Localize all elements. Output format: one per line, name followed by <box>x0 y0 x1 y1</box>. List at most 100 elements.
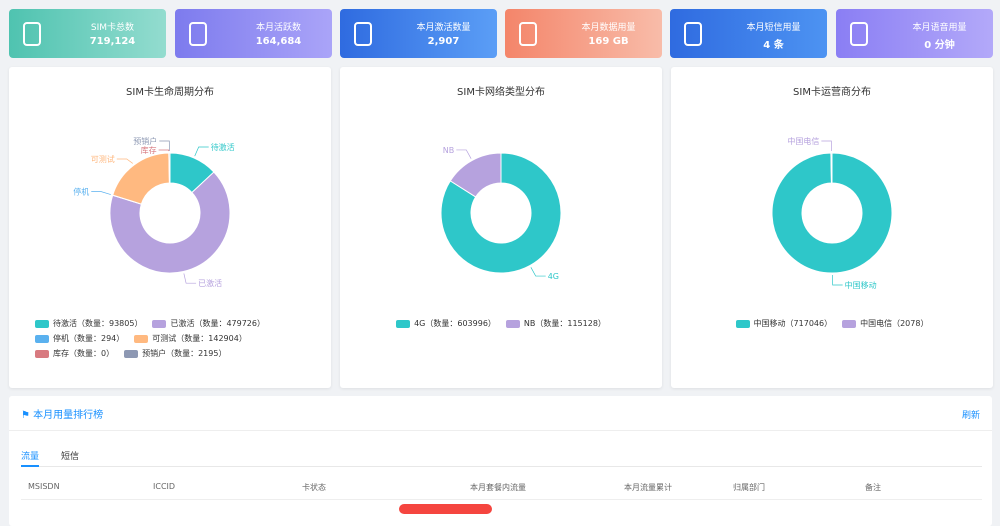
stat-card: 本月语音用量 0 分钟 <box>836 9 993 58</box>
tab[interactable]: 流量 <box>21 452 40 462</box>
legend-swatch <box>134 334 149 343</box>
card-title: SIM卡总数 <box>90 23 135 33</box>
dashboard: ⚑ 本月用量排行榜 刷新 流量 短信 MSISDN ICCID 卡状态 本月套餐内流量 本月… <box>9 9 993 526</box>
legend-item[interactable]: 预销户（数量：2195） <box>124 348 226 359</box>
icon-shape <box>850 22 868 46</box>
legend-swatch <box>124 349 139 358</box>
card-value: 4 条 <box>763 40 784 51</box>
legend-item[interactable]: 停机（数量：294） <box>35 333 124 344</box>
card-icon <box>519 22 537 46</box>
card-icon <box>354 22 372 46</box>
icon-shape <box>23 22 41 46</box>
donut-slice <box>109 171 231 274</box>
slice-label: 中国电信 <box>787 136 819 146</box>
stat-card: 本月数据用量 169 GB <box>505 9 662 58</box>
column-header: MSISDN <box>28 482 60 491</box>
label-line <box>821 140 832 152</box>
legend: 待激活（数量：93805） 已激活（数量：479726） 停机（数量：294） 可测试… <box>9 318 331 359</box>
legend-item[interactable]: 库存（数量：0） <box>35 348 114 359</box>
label-line <box>832 274 843 286</box>
legend-item[interactable]: 中国电信（2078） <box>842 318 928 329</box>
card-title: 本月激活数量 <box>416 23 471 33</box>
legend-swatch <box>35 349 49 358</box>
legend-item[interactable]: 已激活（数量：479726） <box>152 318 265 329</box>
slice-label: 库存 <box>141 145 157 155</box>
legend-swatch <box>396 319 411 328</box>
card-title: 本月活跃数 <box>255 23 301 33</box>
chart-panel: SIM卡运营商分布中国移动 中国电信中国移动（717046） 中国电信（2078） <box>671 67 993 388</box>
stat-card: 本月短信用量 4 条 <box>670 9 827 58</box>
legend-label: 待激活（数量：93805） <box>53 319 143 328</box>
chart-panel: SIM卡生命周期分布 待激活 已激活 停机 可测试 库存 预销户 待激活（数量：93805） 已… <box>9 67 331 388</box>
donut-slice <box>112 152 170 205</box>
legend-swatch <box>35 334 49 343</box>
column-header: 归属部门 <box>733 483 765 492</box>
icon-shape <box>684 22 702 46</box>
icon-shape <box>189 22 207 46</box>
legend-item[interactable]: 4G（数量：603996） <box>396 318 496 329</box>
tab-underline <box>21 465 39 467</box>
stat-card: 本月活跃数 164,684 <box>175 9 332 58</box>
donut-chart: 中国移动 中国电信 <box>771 136 893 290</box>
legend-label: 库存（数量：0） <box>53 349 115 358</box>
donut-chart: 4G NB <box>440 146 562 281</box>
legend-item[interactable]: 中国移动（717046） <box>735 318 833 329</box>
legend-label: 中国移动（717046） <box>753 319 833 328</box>
icon-shape <box>354 22 372 46</box>
donut-slice <box>771 152 893 274</box>
tab-line <box>21 466 982 467</box>
legend-swatch <box>505 319 520 328</box>
legend-label: 停机（数量：294） <box>53 334 125 343</box>
column-header: 备注 <box>865 483 881 492</box>
icon-shape <box>519 22 537 46</box>
slice-label: NB <box>443 146 454 155</box>
chart-title: SIM卡运营商分布 <box>793 87 871 98</box>
card-title: 本月短信用量 <box>746 23 801 33</box>
ranking-panel: ⚑ 本月用量排行榜 刷新 流量 短信 MSISDN ICCID 卡状态 本月套餐内流量 本月… <box>9 396 992 526</box>
legend-item[interactable]: 可测试（数量：142904） <box>134 333 247 344</box>
label-line <box>183 273 197 284</box>
slice-label: 停机 <box>73 187 89 197</box>
label-line <box>159 140 170 152</box>
legend-label: 预销户（数量：2195） <box>142 349 227 358</box>
progress-bar <box>399 504 492 514</box>
column-header: ICCID <box>153 482 176 491</box>
card-icon <box>684 22 702 46</box>
legend-swatch <box>735 319 750 328</box>
legend-items: 中国移动（717046） 中国电信（2078） <box>735 318 928 329</box>
legend-item[interactable]: 待激活（数量：93805） <box>35 318 142 329</box>
refresh-button[interactable]: 刷新 <box>961 411 980 421</box>
legend-items: 待激活（数量：93805） 已激活（数量：479726） 停机（数量：294） 可测试… <box>35 318 305 359</box>
slice-label: 中国移动 <box>845 280 877 290</box>
legend-swatch <box>842 319 857 328</box>
slice-label: 可测试 <box>91 154 115 164</box>
column-header: 卡状态 <box>302 483 326 492</box>
label-line <box>91 191 111 195</box>
header-line <box>21 499 982 500</box>
card-value: 169 GB <box>588 36 629 47</box>
label-line <box>194 146 209 157</box>
card-icon <box>23 22 41 46</box>
donut-slice <box>449 152 502 198</box>
stat-card: SIM卡总数 719,124 <box>9 9 166 58</box>
chart-panel: SIM卡网络类型分布 4G NB 4G（数量：603996） NB（数量：115128） <box>340 67 662 388</box>
legend: 中国移动（717046） 中国电信（2078） <box>671 318 993 329</box>
card-value: 0 分钟 <box>924 40 955 51</box>
card-icon <box>850 22 868 46</box>
stat-card: 本月激活数量 2,907 <box>340 9 497 58</box>
legend-label: 4G（数量：603996） <box>414 319 496 328</box>
card-value: 164,684 <box>255 36 302 47</box>
label-line <box>158 149 170 152</box>
slice-label: 预销户 <box>133 136 157 146</box>
legend-swatch <box>35 319 49 328</box>
legend: 4G（数量：603996） NB（数量：115128） <box>340 318 662 329</box>
label-line <box>116 158 133 164</box>
donut-slice <box>440 152 562 274</box>
legend-item[interactable]: NB（数量：115128） <box>505 318 606 329</box>
tab[interactable]: 短信 <box>61 452 80 462</box>
donut-slice <box>168 152 171 184</box>
card-value: 719,124 <box>89 36 136 47</box>
card-value: 2,907 <box>427 36 460 47</box>
divider <box>9 430 992 431</box>
